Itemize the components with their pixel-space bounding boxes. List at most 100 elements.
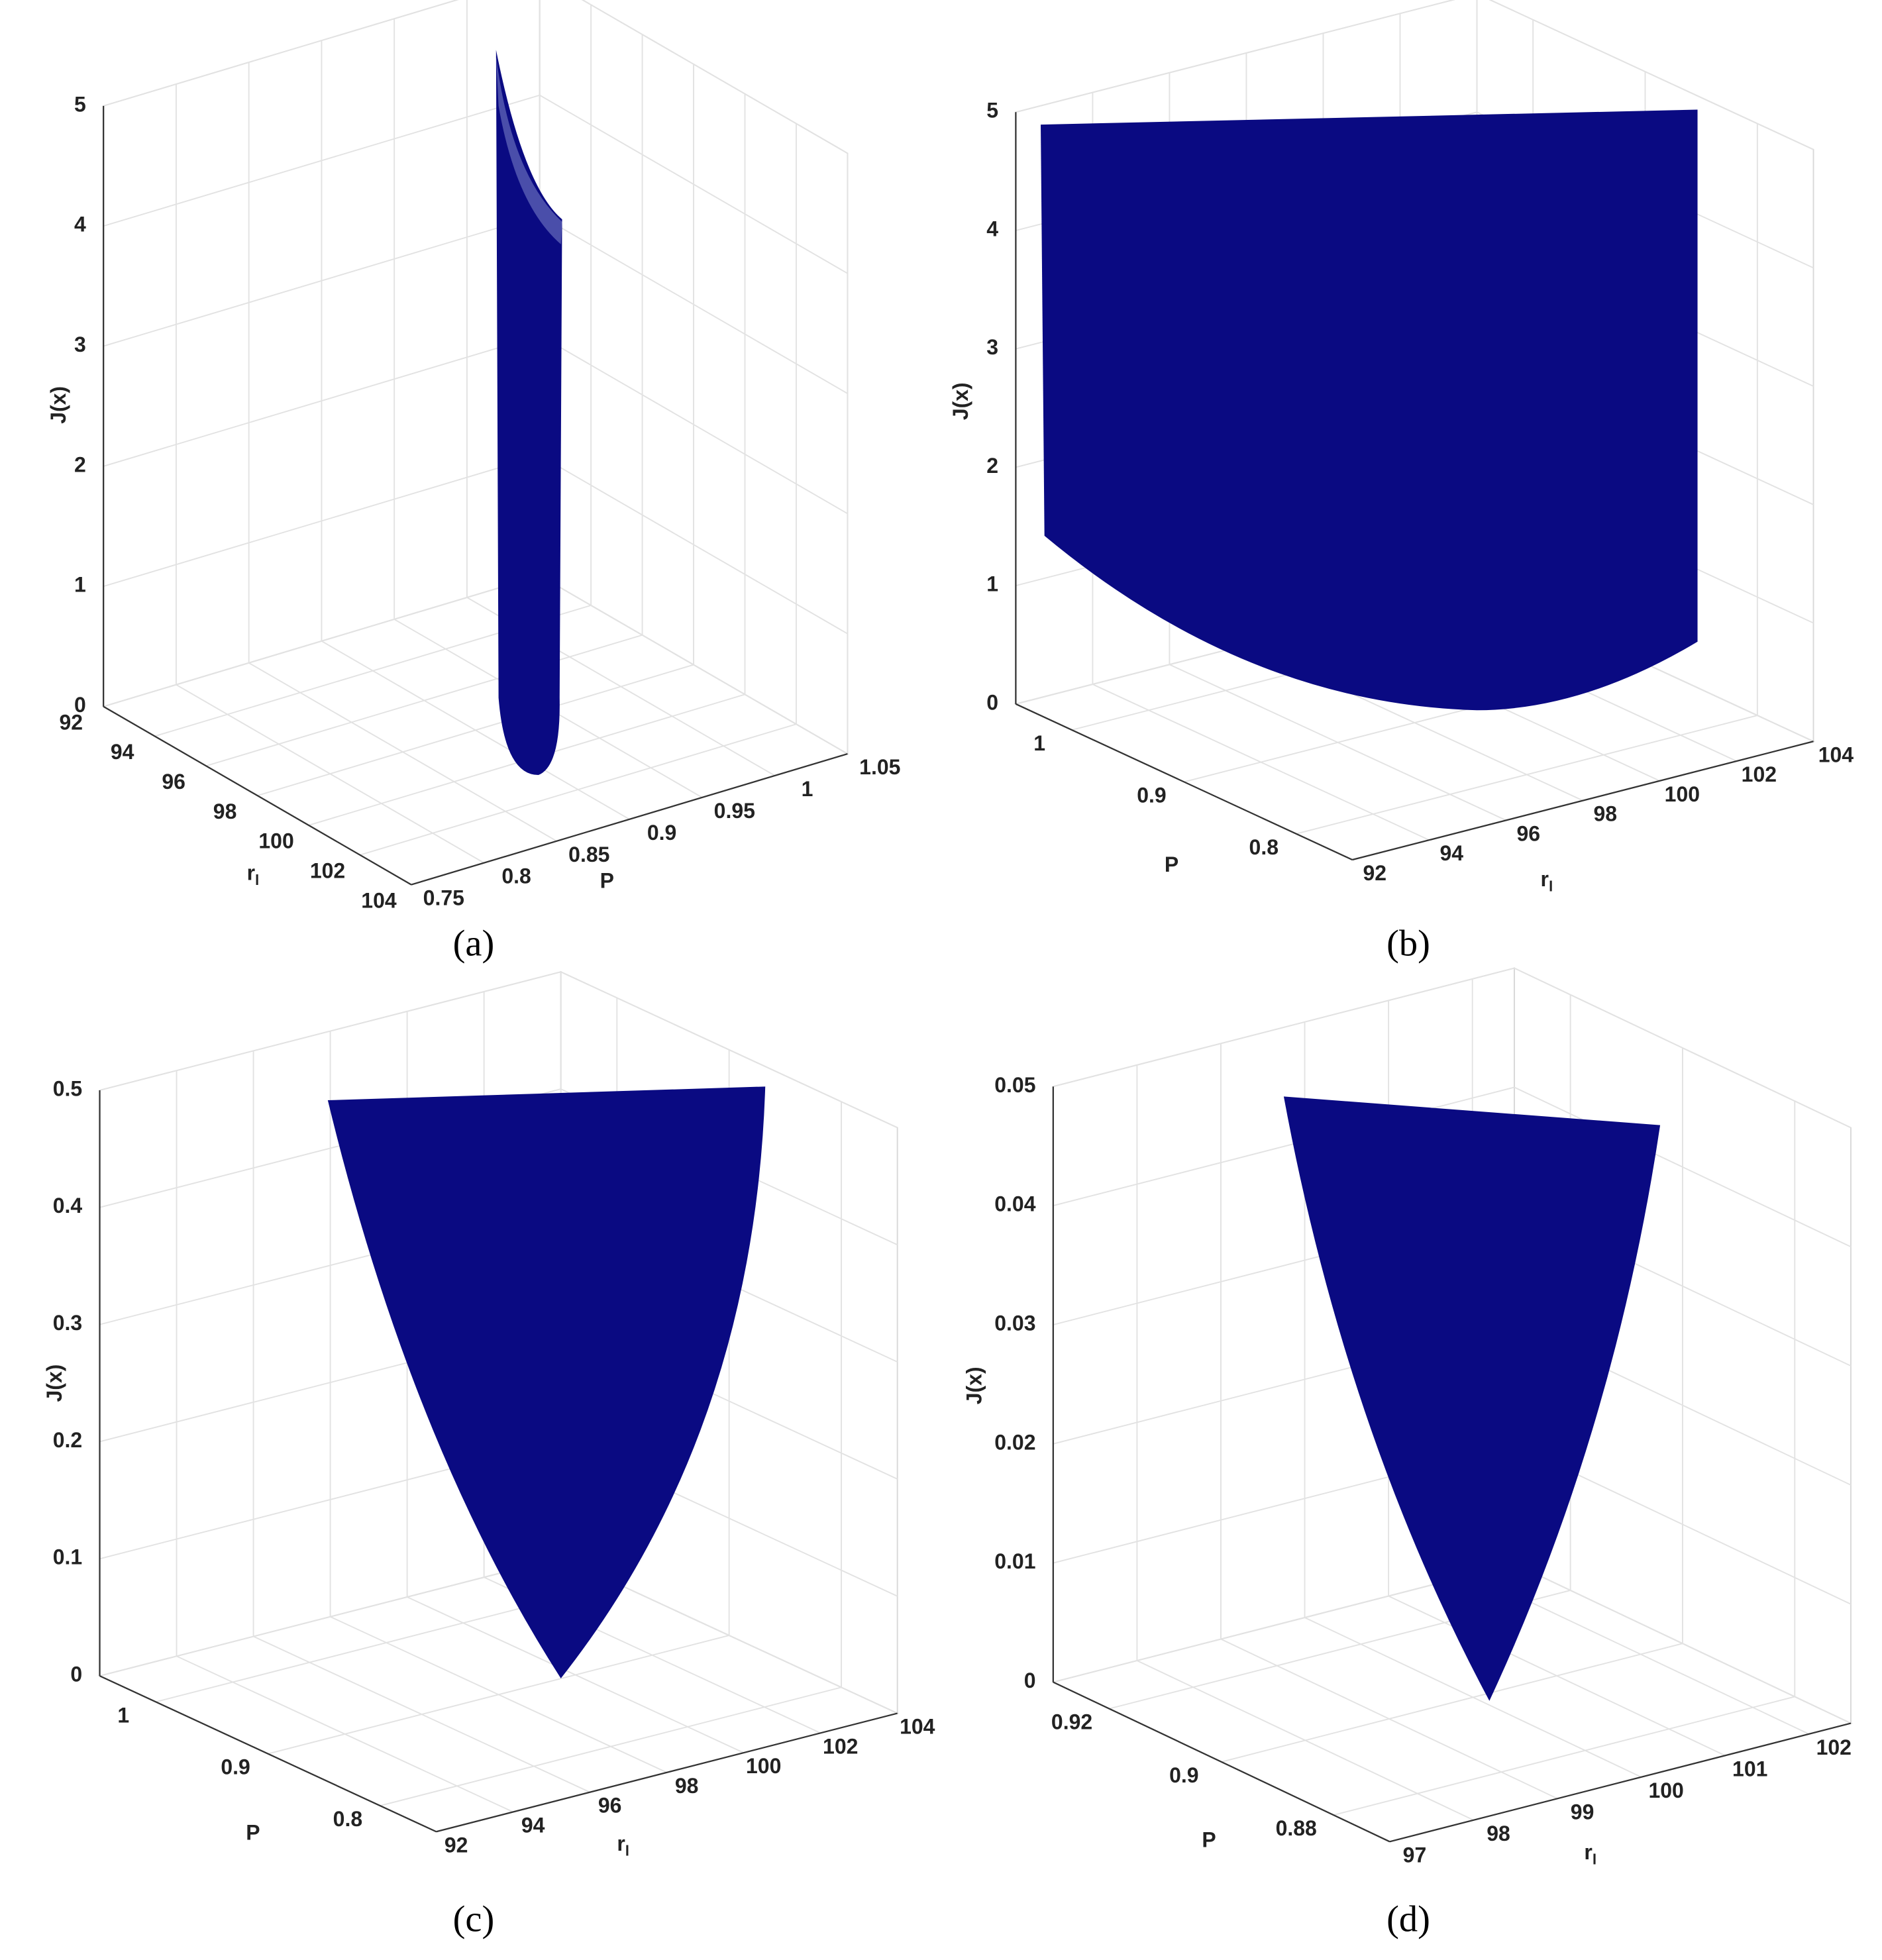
z-tick-label: 0 xyxy=(74,693,86,717)
x-tick-label: 96 xyxy=(162,770,185,794)
x-tick-label: 98 xyxy=(213,799,237,823)
x-tick-label: 104 xyxy=(900,1715,935,1739)
grid-line xyxy=(176,684,485,864)
x-tick-label: 98 xyxy=(1594,802,1618,826)
grid-line xyxy=(103,335,540,467)
x-tick-label: 102 xyxy=(1816,1735,1852,1759)
y-tick-label: 0.95 xyxy=(714,799,755,823)
z-tick-label: 0.03 xyxy=(994,1311,1035,1335)
x-axis-label: rl xyxy=(617,1831,629,1859)
x-tick-label: 100 xyxy=(746,1754,781,1778)
grid-line xyxy=(99,1557,561,1677)
panel: 92 94 96 98 100 102 104 0.8 0.9 1 0 1 2 3 4 5 rl P J(x) (b) xyxy=(949,0,1854,964)
z-tick-label: 0.02 xyxy=(994,1430,1035,1454)
z-tick-label: 0.5 xyxy=(53,1076,82,1100)
y-axis xyxy=(99,1675,437,1833)
y-axis xyxy=(411,752,848,886)
x-tick-label: 94 xyxy=(1439,841,1463,865)
x-axis-label: rl xyxy=(1584,1841,1596,1868)
y-axis xyxy=(1015,703,1353,860)
grid-line xyxy=(1221,1643,1683,1763)
y-axis-label: P xyxy=(1202,1828,1216,1852)
x-axis-label: rl xyxy=(247,861,260,888)
grid-line xyxy=(539,575,848,754)
panel-label: (d) xyxy=(1386,1899,1430,1940)
y-tick-label: 0.9 xyxy=(647,821,676,845)
y-tick-label: 1 xyxy=(1033,731,1045,755)
x-axis-label-sub: l xyxy=(1593,1851,1596,1867)
surface xyxy=(327,1086,766,1678)
z-tick-label: 4 xyxy=(74,213,86,236)
x-axis xyxy=(1389,1722,1852,1843)
x-axis-label-main: r xyxy=(247,861,255,885)
panel-label: (a) xyxy=(453,923,495,964)
x-tick-label: 98 xyxy=(675,1774,699,1798)
y-tick-label: 0.9 xyxy=(1169,1763,1198,1787)
x-tick-label: 102 xyxy=(310,859,345,883)
y-tick-label: 0.75 xyxy=(423,886,464,910)
y-tick-label: 0.9 xyxy=(221,1755,250,1779)
y-tick-label: 0.92 xyxy=(1051,1710,1092,1734)
z-tick-label: 0.01 xyxy=(994,1549,1035,1573)
y-axis-label: P xyxy=(246,1820,260,1844)
x-axis xyxy=(1352,741,1814,861)
x-tick-label: 92 xyxy=(59,710,83,734)
grid-line xyxy=(539,454,848,635)
grid-line xyxy=(321,641,630,820)
y-axis-label: P xyxy=(1165,852,1178,876)
z-tick-label: 0.2 xyxy=(53,1428,82,1452)
x-axis-label-main: r xyxy=(617,1831,625,1855)
surface-highlight xyxy=(496,56,562,244)
x-tick-label: 96 xyxy=(1517,821,1541,845)
grid-line xyxy=(103,215,540,347)
z-tick-label: 0 xyxy=(986,690,998,714)
x-tick-label: 99 xyxy=(1571,1800,1594,1824)
grid-line xyxy=(1514,1563,1852,1724)
x-tick-label: 97 xyxy=(1403,1843,1427,1867)
x-tick-label: 96 xyxy=(598,1794,622,1818)
z-axis-label: J(x) xyxy=(949,382,972,420)
grid-line xyxy=(99,971,561,1091)
y-tick-label: 0.8 xyxy=(1249,835,1279,859)
y-tick-label: 0.8 xyxy=(501,864,531,888)
z-tick-label: 3 xyxy=(986,335,998,359)
z-tick-label: 3 xyxy=(74,333,86,356)
x-axis-label-sub: l xyxy=(625,1842,629,1859)
z-tick-label: 0 xyxy=(1024,1669,1036,1692)
z-tick-label: 0.3 xyxy=(53,1311,82,1335)
z-axis-label: J(x) xyxy=(963,1367,986,1404)
x-axis-label-main: r xyxy=(1584,1841,1592,1865)
surface xyxy=(496,50,562,776)
z-tick-label: 0.04 xyxy=(994,1192,1035,1216)
z-axis-label: J(x) xyxy=(42,1365,66,1402)
x-axis xyxy=(103,705,412,886)
grid-line xyxy=(1016,0,1455,113)
grid-line xyxy=(248,662,557,842)
z-tick-label: 1 xyxy=(74,573,86,597)
x-tick-label: 104 xyxy=(361,888,397,912)
x-tick-label: 100 xyxy=(1665,782,1700,806)
x-tick-label: 104 xyxy=(1818,743,1854,766)
x-tick-label: 101 xyxy=(1732,1757,1767,1780)
grid-line xyxy=(268,1635,729,1755)
z-tick-label: 2 xyxy=(74,452,86,476)
grid-line xyxy=(1053,1086,1515,1207)
y-tick-label: 1.05 xyxy=(859,755,900,779)
z-tick-label: 1 xyxy=(986,572,998,596)
x-axis-label-sub: l xyxy=(255,872,259,888)
grid-line xyxy=(1333,1696,1795,1816)
x-axis-label: rl xyxy=(1541,867,1553,894)
y-tick-label: 1 xyxy=(117,1703,129,1727)
grid-line xyxy=(560,971,898,1129)
grid-line xyxy=(103,0,459,107)
surface xyxy=(1283,1096,1661,1701)
x-tick-label: 102 xyxy=(823,1734,858,1758)
grid-line xyxy=(380,1686,842,1806)
grid-line xyxy=(1489,0,1814,150)
panel-label: (b) xyxy=(1386,923,1430,964)
x-tick-label: 100 xyxy=(258,829,293,853)
grid-line xyxy=(539,215,848,394)
z-tick-label: 5 xyxy=(74,92,86,116)
grid-line xyxy=(1296,715,1758,835)
